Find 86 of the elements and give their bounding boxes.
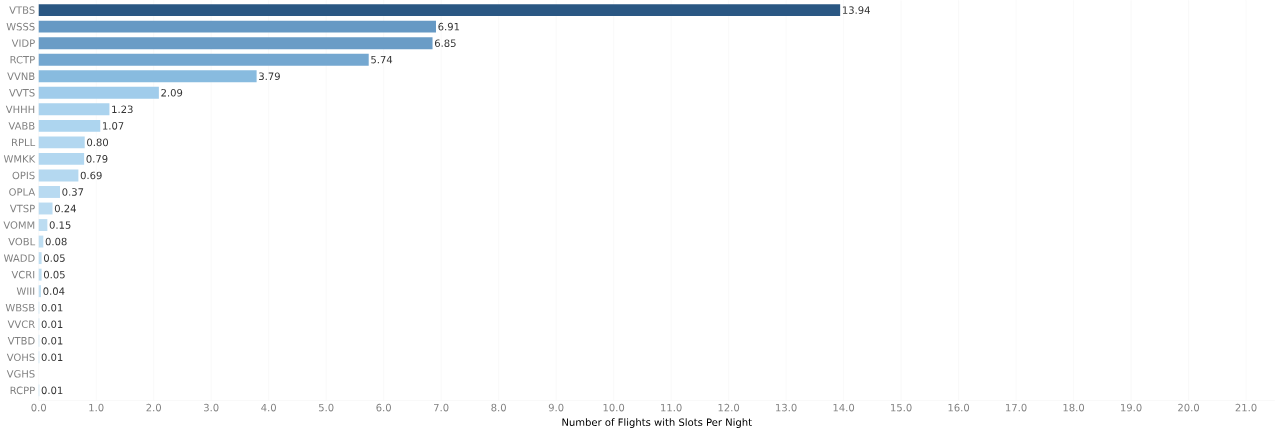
data-label: 1.23 bbox=[112, 105, 133, 113]
x-tick-label: 17.0 bbox=[1006, 403, 1027, 412]
y-tick-label: OPIS bbox=[12, 171, 35, 180]
bar bbox=[38, 202, 53, 215]
data-label: 6.85 bbox=[434, 39, 456, 47]
y-tick-label: WIII bbox=[16, 287, 35, 295]
data-label: 0.01 bbox=[41, 386, 63, 395]
x-tick-label: 6.0 bbox=[376, 403, 391, 412]
y-tick-label: OPLA bbox=[9, 188, 36, 196]
y-tick-label: VTBD bbox=[7, 336, 35, 345]
x-tick-label: 3.0 bbox=[204, 403, 219, 412]
y-tick-label: VOHS bbox=[6, 353, 35, 361]
y-tick-label: RPLL bbox=[12, 138, 36, 146]
data-label: 0.05 bbox=[43, 254, 65, 262]
bar bbox=[38, 37, 433, 49]
y-tick-label: VOMM bbox=[3, 221, 35, 229]
x-tick-label: 13.0 bbox=[776, 403, 797, 412]
x-tick-label: 2.0 bbox=[146, 403, 161, 412]
x-tick-label: 11.0 bbox=[661, 403, 682, 412]
y-tick-label: VVCR bbox=[7, 320, 35, 328]
data-label: 0.04 bbox=[43, 287, 65, 295]
y-tick-label: VIDP bbox=[11, 39, 35, 47]
y-tick-label: WMKK bbox=[3, 155, 36, 163]
x-tick-label: 0.0 bbox=[31, 403, 47, 412]
x-tick-label: 12.0 bbox=[718, 403, 740, 412]
y-tick-label: VCRI bbox=[11, 270, 35, 279]
y-tick-label: VGHS bbox=[6, 369, 35, 378]
bar bbox=[38, 136, 85, 149]
data-label: 0.69 bbox=[80, 171, 102, 180]
y-tick-label: VTBS bbox=[9, 6, 35, 14]
x-tick-label: 1.0 bbox=[89, 403, 104, 412]
data-label: 0.08 bbox=[45, 237, 67, 246]
data-label: 3.79 bbox=[259, 72, 280, 80]
y-tick-label: VVTS bbox=[9, 88, 35, 97]
x-tick-label: 8.0 bbox=[491, 403, 506, 412]
data-label: 2.09 bbox=[161, 88, 183, 97]
x-tick-label: 19.0 bbox=[1121, 403, 1142, 412]
y-tick-label: WSSS bbox=[6, 22, 35, 31]
data-label: 13.94 bbox=[842, 6, 870, 14]
y-tick-label: WBSB bbox=[5, 303, 35, 312]
y-tick-label: VOBL bbox=[8, 237, 36, 246]
x-tick-label: 4.0 bbox=[261, 403, 276, 412]
bar bbox=[38, 70, 257, 83]
y-tick-label: RCTP bbox=[10, 55, 35, 64]
data-label: 0.15 bbox=[49, 221, 71, 229]
y-tick-label: WADD bbox=[3, 254, 35, 262]
y-tick-label: VABB bbox=[8, 122, 35, 130]
data-label: 0.80 bbox=[87, 138, 109, 147]
data-label: 0.24 bbox=[54, 204, 76, 213]
data-label: 0.01 bbox=[41, 303, 63, 312]
x-tick-label: 10.0 bbox=[603, 403, 625, 412]
bar bbox=[38, 20, 436, 33]
data-label: 1.07 bbox=[103, 121, 124, 130]
x-tick-label: 18.0 bbox=[1063, 403, 1085, 412]
data-label: 0.01 bbox=[41, 320, 63, 328]
bar bbox=[38, 218, 48, 231]
bar bbox=[38, 252, 42, 264]
data-label: 5.74 bbox=[371, 55, 393, 64]
bar bbox=[38, 169, 79, 182]
bar bbox=[38, 268, 42, 281]
data-label: 0.01 bbox=[41, 336, 63, 345]
y-tick-label: VVNB bbox=[7, 72, 35, 80]
bar bbox=[38, 4, 841, 16]
x-tick-label: 9.0 bbox=[548, 403, 564, 412]
x-tick-label: 21.0 bbox=[1235, 403, 1257, 412]
x-tick-label: 16.0 bbox=[948, 403, 970, 412]
x-axis-title: Number of Flights with Slots Per Night bbox=[562, 418, 752, 428]
bar bbox=[38, 119, 101, 132]
x-tick-label: 15.0 bbox=[891, 403, 912, 412]
x-tick-label: 20.0 bbox=[1178, 403, 1200, 412]
data-label: 0.79 bbox=[86, 154, 108, 163]
x-tick-label: 5.0 bbox=[318, 403, 334, 412]
bar bbox=[38, 53, 369, 66]
bar bbox=[38, 152, 85, 165]
y-tick-label: VHHH bbox=[5, 105, 35, 113]
bar bbox=[38, 103, 110, 116]
data-label: 0.37 bbox=[62, 188, 84, 196]
x-tick-label: 7.0 bbox=[434, 403, 449, 412]
data-label: 6.91 bbox=[438, 22, 460, 31]
bar bbox=[38, 185, 60, 198]
data-label: 0.01 bbox=[41, 353, 63, 361]
data-label: 0.05 bbox=[43, 270, 65, 279]
bar bbox=[38, 86, 159, 99]
x-tick-label: 14.0 bbox=[833, 403, 855, 412]
y-tick-label: VTSP bbox=[9, 204, 35, 213]
y-tick-label: RCPP bbox=[10, 386, 35, 395]
